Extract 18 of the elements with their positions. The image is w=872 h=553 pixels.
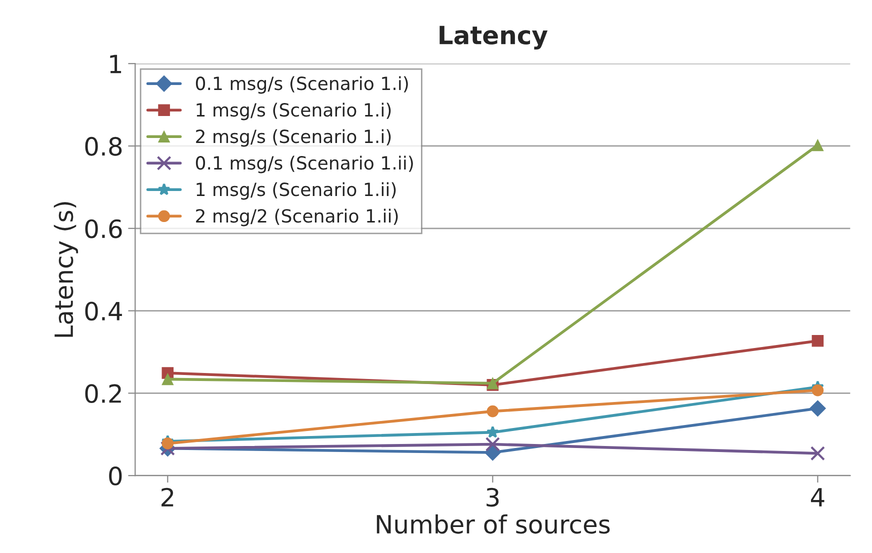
y-tick-label: 0.2 — [85, 384, 121, 404]
legend-label: 1 msg/s (Scenario 1.i) — [196, 102, 391, 120]
y-tick-label: 1 — [110, 54, 122, 74]
x-tick-label: 2 — [162, 488, 174, 506]
legend-label: 2 msg/s (Scenario 1.i) — [196, 129, 391, 147]
y-tick-label: 0.4 — [85, 302, 122, 321]
legend-label: 0.1 msg/s (Scenario 1.i) — [196, 76, 408, 94]
y-axis-title: Latency (s) — [54, 202, 78, 337]
legend-label: 0.1 msg/s (Scenario 1.ii) — [196, 156, 413, 174]
legend-label: 1 msg/s (Scenario 1.ii) — [196, 182, 396, 200]
y-tick-label: 0.8 — [85, 136, 122, 156]
x-axis-title: Number of sources — [376, 514, 610, 534]
legend-label: 2 msg/2 (Scenario 1.ii) — [196, 208, 398, 226]
x-tick-label: 4 — [810, 488, 824, 506]
chart-title: Latency — [440, 26, 548, 50]
y-tick-label: 0 — [109, 466, 122, 486]
x-tick-label: 3 — [486, 488, 499, 507]
y-tick-label: 0.6 — [85, 219, 122, 238]
